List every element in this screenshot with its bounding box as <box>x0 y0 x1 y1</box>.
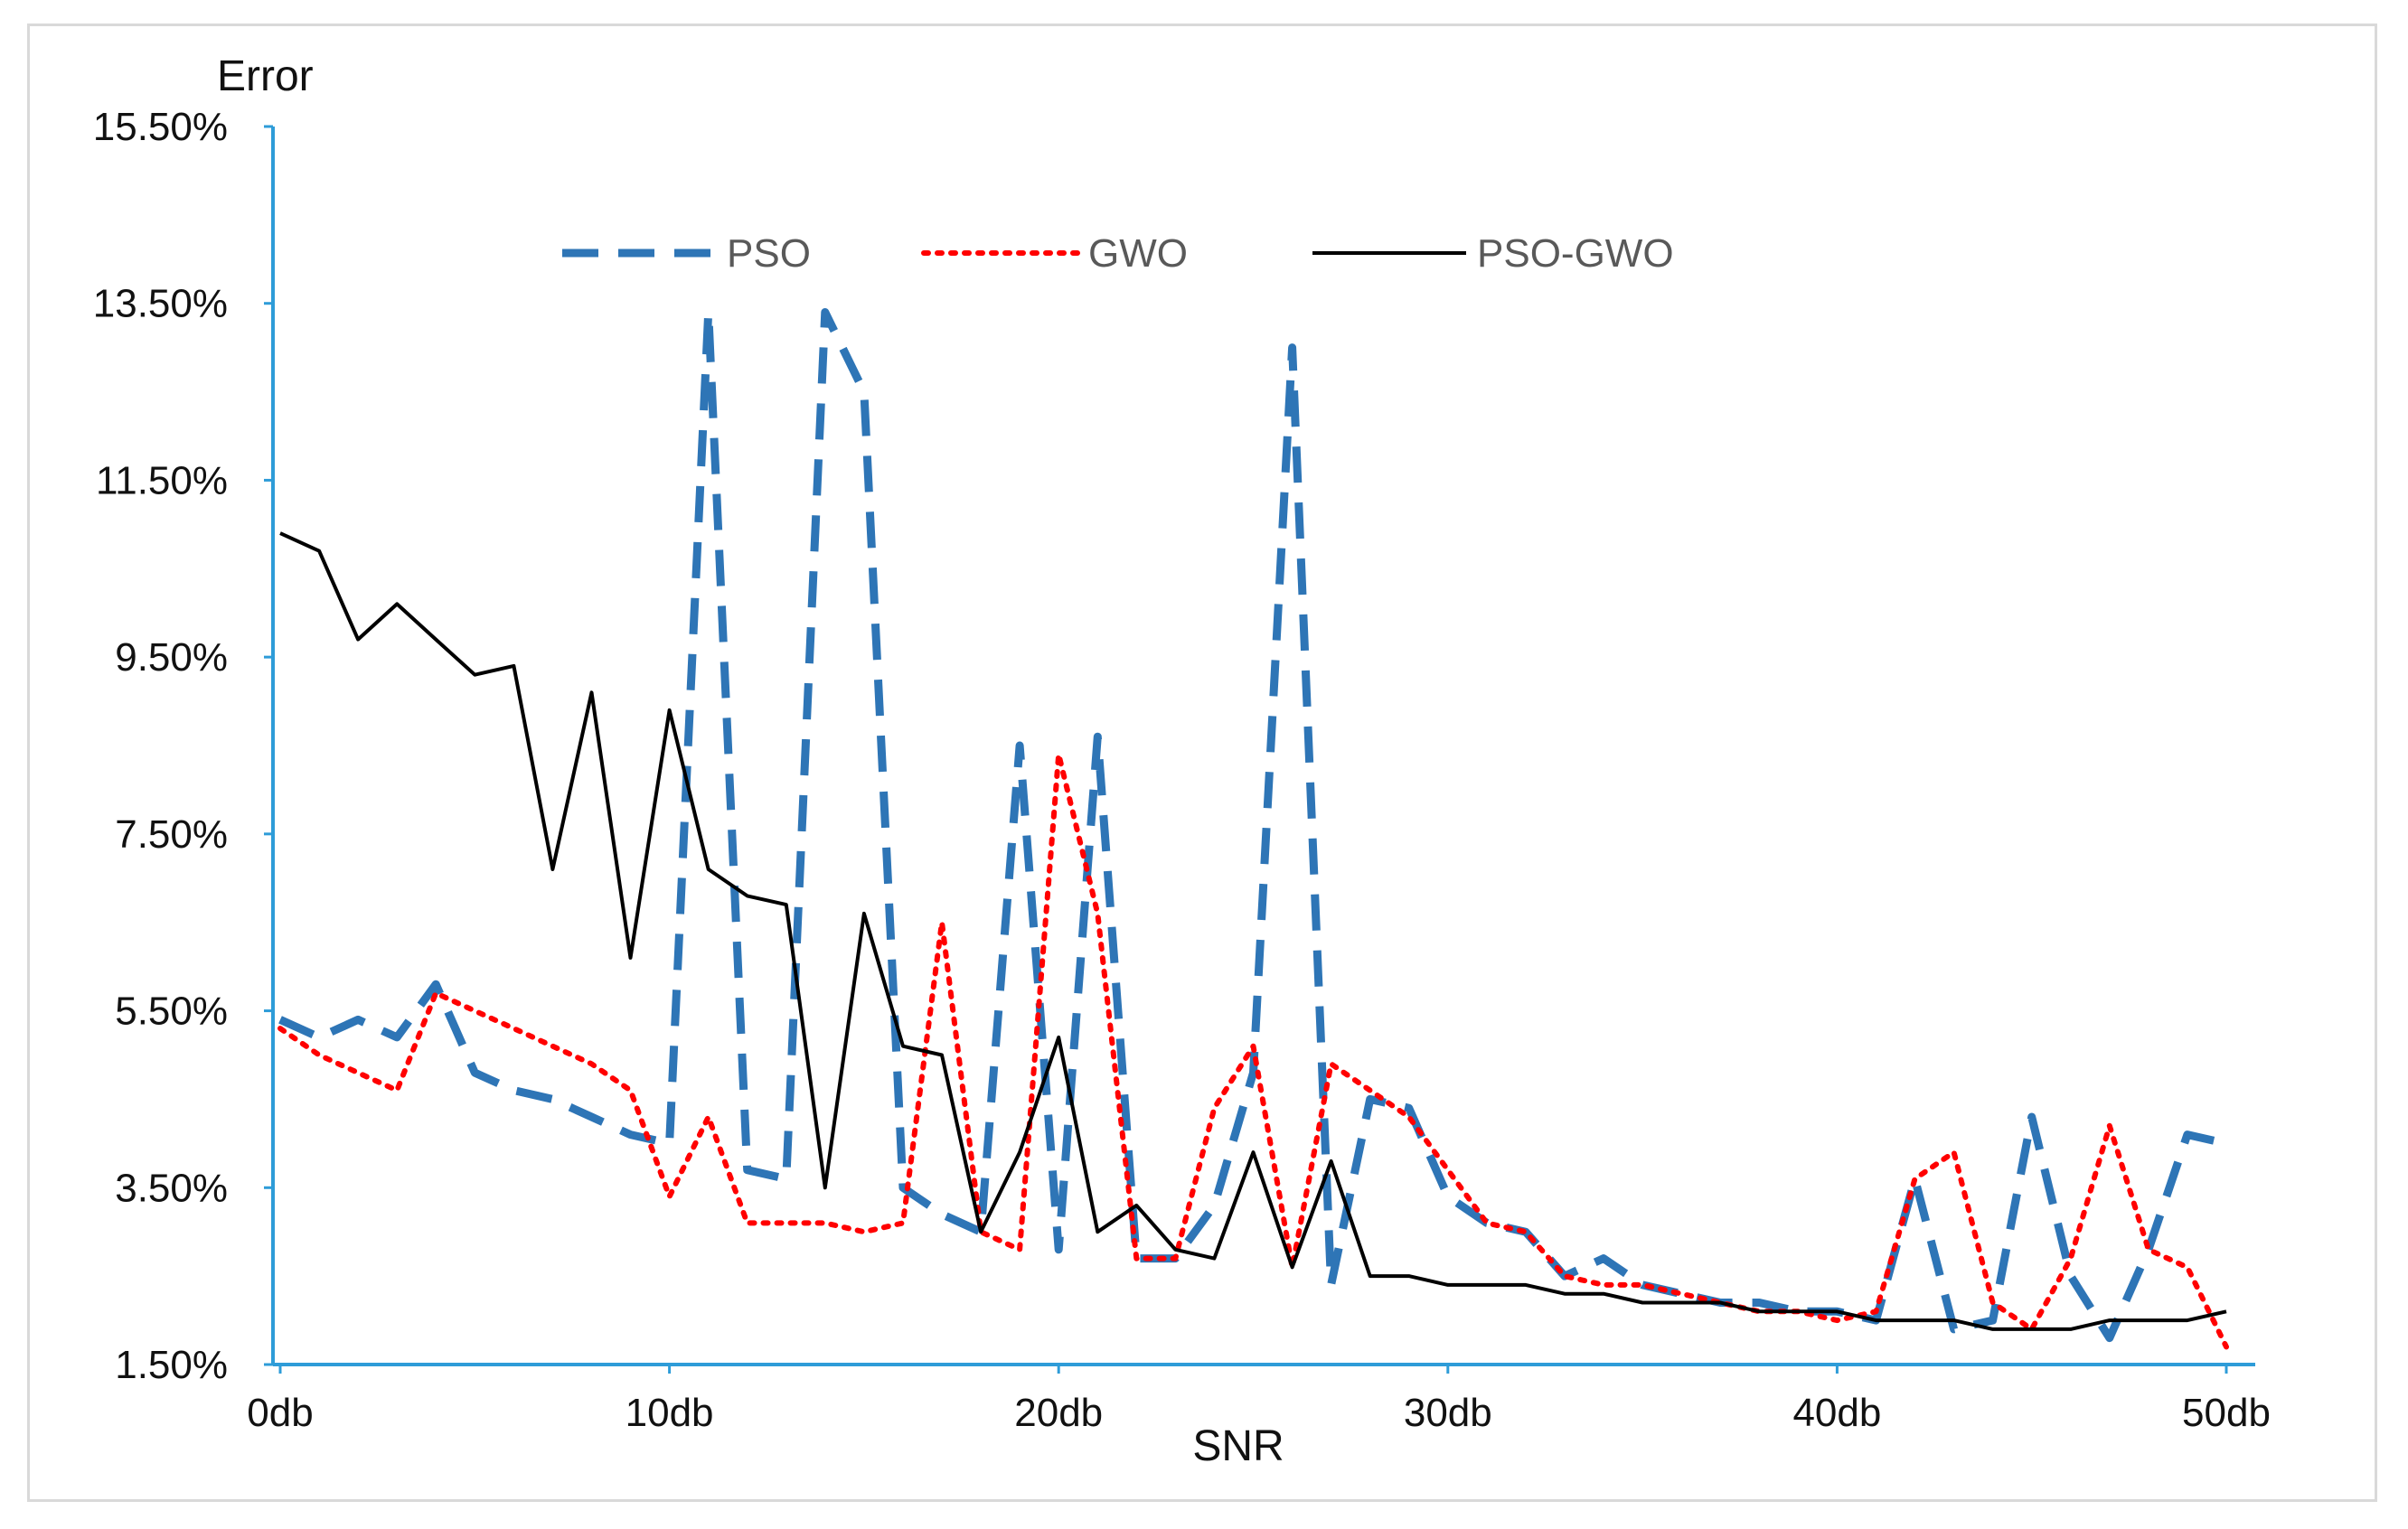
series-line-gwo <box>277 751 2229 1350</box>
series-line-pso <box>278 308 2227 1343</box>
plot-area: 1.50% 3.50% 5.50% 7.50% 9.50% 11.50% 13.50% 15.… <box>93 105 2271 1435</box>
series-group <box>277 308 2229 1350</box>
x-tick-label: 0db <box>247 1391 313 1435</box>
y-tick-label: 9.50% <box>115 635 228 680</box>
legend-label: PSO-GWO <box>1477 231 1674 276</box>
y-axis-title: Error <box>217 52 314 100</box>
x-tick-label: 10db <box>626 1391 714 1435</box>
y-tick-label: 3.50% <box>115 1166 228 1210</box>
legend: PSO GWO PSO-GWO <box>562 231 1674 276</box>
y-tick-label: 7.50% <box>115 812 228 857</box>
y-ticks: 1.50% 3.50% 5.50% 7.50% 9.50% 11.50% 13.50% 15.… <box>93 105 273 1387</box>
y-tick-label: 15.50% <box>93 105 228 149</box>
y-tick-label: 5.50% <box>115 990 228 1034</box>
series-line-pso-gwo <box>279 531 2227 1331</box>
y-tick-label: 1.50% <box>115 1343 228 1387</box>
y-tick-label: 11.50% <box>96 458 228 502</box>
x-axis-title: SNR <box>1192 1422 1284 1470</box>
legend-label: GWO <box>1088 231 1188 276</box>
x-tick-label: 20db <box>1014 1391 1103 1435</box>
y-tick-label: 13.50% <box>93 282 228 326</box>
x-tick-label: 40db <box>1792 1391 1881 1435</box>
legend-label: PSO <box>727 231 811 276</box>
x-ticks: 0db 10db 20db 30db 40db 50db <box>247 1365 2271 1435</box>
x-tick-label: 50db <box>2182 1391 2271 1435</box>
x-tick-label: 30db <box>1404 1391 1492 1435</box>
